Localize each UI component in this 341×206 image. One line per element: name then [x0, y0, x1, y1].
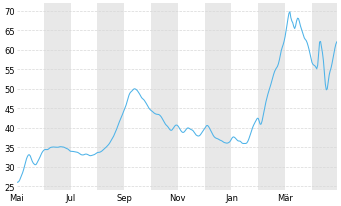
- Bar: [97, 4, 124, 190]
- Bar: [151, 4, 178, 190]
- Bar: [205, 4, 232, 190]
- Bar: [258, 4, 285, 190]
- Bar: [312, 4, 337, 190]
- Bar: [44, 4, 71, 190]
